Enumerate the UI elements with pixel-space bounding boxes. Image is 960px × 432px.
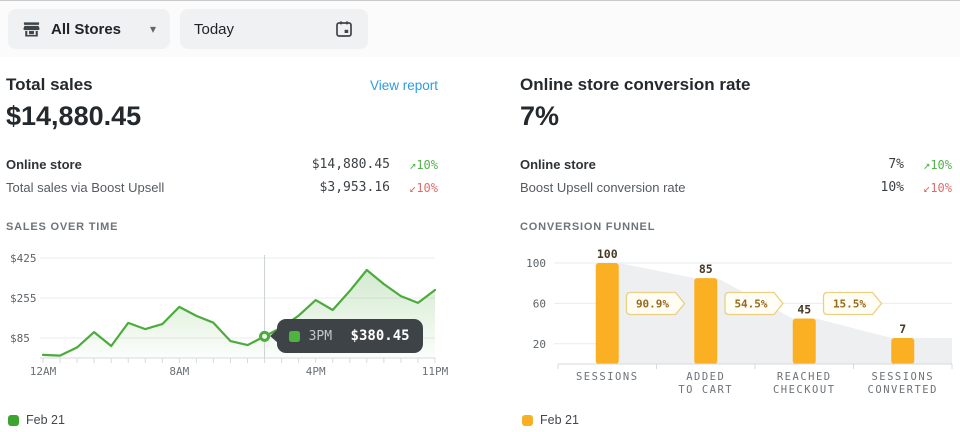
conversion-funnel-heading: CONVERSION FUNNEL [520,221,656,233]
y-axis-label: 60 [533,297,546,310]
sales-line [41,268,437,357]
metric-delta-down: ↙10% [923,180,952,195]
conversion-rate-value: 7% [520,101,560,131]
x-axis-label: 11PM [421,365,449,378]
chart-tooltip: 3PM $380.45 [269,319,423,354]
metric-label: Boost Upsell conversion rate [520,180,686,195]
legend-swatch-green [8,414,19,426]
date-selector[interactable]: Today [180,9,368,49]
metric-value: $3,953.16 [319,180,390,195]
view-report-link[interactable]: View report [369,78,438,93]
metric-value: 10% [880,180,904,195]
funnel-category-label: SESSIONS CONVERTED [867,371,938,396]
drop-rate-badge [822,291,883,316]
metric-delta-up: ↗10% [923,157,952,172]
hover-point-marker [259,330,271,342]
x-axis-label: 8AM [169,365,190,378]
calendar-icon [334,19,354,39]
y-axis-label: 20 [533,338,546,351]
bar-value-label: 100 [597,247,618,261]
bar-value-label: 7 [899,322,906,336]
x-axis-label: 4PM [305,365,326,378]
legend-label: Feb 21 [26,413,65,427]
y-axis-label: 100 [526,257,546,270]
store-selector[interactable]: All Stores ▾ [8,9,170,49]
conversion-rate-panel: Online store conversion rate 7% Online s… [520,57,953,432]
total-sales-title: Total sales [6,75,93,94]
y-axis-label: $255 [10,292,37,305]
conversion-rate-title: Online store conversion rate [520,75,751,94]
store-selector-label: All Stores [51,20,122,38]
funnel-bar[interactable] [595,263,619,364]
funnel-category-label: ADDED TO CART [678,371,734,396]
drop-rate-label: 90.9% [636,298,669,311]
legend-label: Feb 21 [540,413,579,427]
drop-rate-badge [625,291,686,316]
funnel-bar[interactable] [694,278,718,364]
metric-row-online-store: Online store $14,880.45 ↗10% [6,157,438,172]
trend-up-icon: ↗ [409,157,417,172]
sales-legend: Feb 21 [8,413,65,427]
funnel-legend: Feb 21 [522,413,579,427]
bar-value-label: 45 [797,303,811,317]
metric-delta-down: ↙10% [409,180,438,195]
metric-delta-up: ↗10% [409,157,438,172]
metric-row-boost-upsell-rate: Boost Upsell conversion rate 10% ↙10% [520,180,952,195]
drop-rate-label: 54.5% [734,298,767,311]
legend-swatch-orange [522,414,533,426]
y-axis-label: $85 [10,332,30,345]
total-sales-value: $14,880.45 [6,101,142,131]
tooltip-series-swatch [288,330,300,342]
bar-value-label: 85 [699,262,713,276]
total-sales-panel: Total sales View report $14,880.45 Onlin… [6,57,449,432]
drop-rate-label: 15.5% [833,298,866,311]
trend-down-icon: ↙ [923,180,931,195]
metric-label: Online store [6,157,82,172]
conversion-funnel-chart[interactable]: 20 60 100 100 85 45 7 90.9% 54.5% 15.5% [520,247,953,370]
drop-rate-badge [724,291,784,316]
trend-up-icon: ↗ [923,157,931,172]
metric-value: 7% [888,157,904,172]
metric-label: Total sales via Boost Upsell [6,180,165,195]
topbar: All Stores ▾ Today [0,1,960,57]
funnel-bar[interactable] [891,338,915,364]
funnel-category-label: SESSIONS [575,371,639,383]
storefront-icon [22,20,41,39]
x-axis-label: 12AM [29,365,57,378]
metric-value: $14,880.45 [311,157,390,172]
trend-down-icon: ↙ [409,180,417,195]
metric-label: Online store [520,157,596,172]
funnel-bar[interactable] [792,318,816,364]
date-selector-label: Today [194,20,235,38]
funnel-category-label: REACHED CHECKOUT [772,371,836,396]
tooltip-value: $380.45 [350,328,410,345]
sales-x-axis: 12AM 8AM 4PM 11PM [6,365,449,385]
tooltip-time: 3PM [308,328,333,344]
metric-row-boost-upsell: Total sales via Boost Upsell $3,953.16 ↙… [6,180,438,195]
chevron-down-icon: ▾ [149,22,156,36]
y-axis-label: $425 [10,252,37,265]
metric-row-online-store-rate: Online store 7% ↗10% [520,157,952,172]
sales-over-time-heading: SALES OVER TIME [6,221,119,233]
